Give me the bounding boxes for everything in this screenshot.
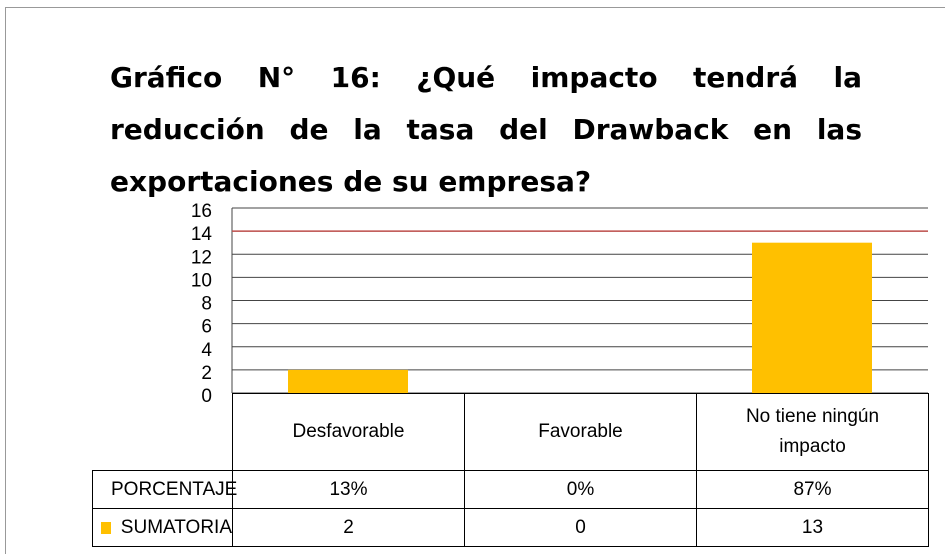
y-tick-label: 4: [201, 340, 212, 361]
y-tick-label: 0: [201, 386, 212, 407]
chart-title: Gráfico N° 16: ¿Qué impacto tendrá la re…: [110, 61, 862, 198]
legend-label: SUMATORIA: [120, 516, 232, 538]
category-label: Desfavorable: [232, 393, 465, 471]
legend-entry: SUMATORIA: [92, 508, 233, 547]
legend-label: PORCENTAJE: [111, 478, 238, 500]
table-value: 0: [464, 508, 697, 547]
y-tick-label: 10: [191, 270, 212, 291]
y-tick-label: 16: [191, 201, 212, 222]
y-tick-label: 8: [201, 294, 212, 315]
bar: [288, 369, 408, 393]
category-label: No tiene ningún impacto: [696, 393, 929, 471]
y-tick-label: 6: [201, 317, 212, 338]
legend-key: [101, 521, 111, 534]
category-label: Favorable: [464, 393, 697, 471]
table-value: 0%: [464, 470, 697, 509]
legend-entry: PORCENTAJE: [92, 470, 237, 509]
table-value: 13: [696, 508, 929, 547]
y-tick-label: 12: [191, 247, 212, 268]
y-tick-label: 14: [191, 224, 213, 245]
bar: [752, 242, 872, 393]
table-value: 13%: [232, 470, 465, 509]
table-value: 87%: [696, 470, 929, 509]
y-tick-label: 2: [201, 363, 212, 384]
frame: [5, 7, 945, 554]
table-value: 2: [232, 508, 465, 547]
